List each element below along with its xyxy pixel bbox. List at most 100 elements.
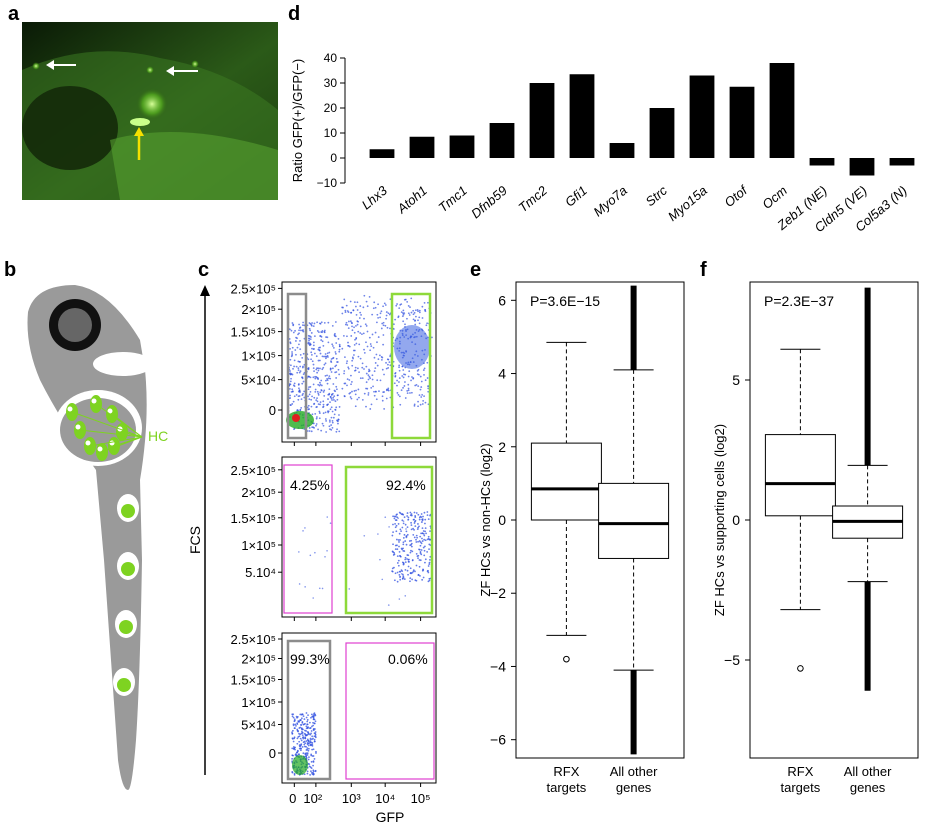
event-dot	[302, 392, 304, 395]
event-dot	[349, 391, 352, 394]
y-tick-label: −2	[490, 585, 506, 601]
event-dot	[309, 737, 312, 740]
event-dot	[410, 539, 413, 542]
event-dot	[310, 770, 312, 773]
event-dot	[291, 737, 294, 740]
event-dot	[299, 326, 302, 329]
event-dot	[427, 537, 430, 540]
event-dot	[427, 565, 430, 567]
event-dot	[312, 764, 314, 767]
event-dot	[310, 323, 313, 326]
event-dot	[338, 348, 341, 351]
event-dot	[331, 426, 334, 429]
event-dot	[297, 360, 300, 363]
event-dot	[382, 324, 385, 327]
bar	[409, 136, 435, 158]
event-dot	[416, 373, 419, 376]
event-dot	[311, 755, 314, 757]
event-dot	[398, 598, 401, 600]
event-dot	[291, 388, 294, 391]
gate-percentage-right: 0.06%	[388, 651, 428, 667]
event-dot	[338, 414, 340, 416]
event-dot	[307, 747, 310, 750]
event-dot	[374, 306, 377, 309]
event-dot	[365, 372, 368, 375]
event-dot	[408, 370, 411, 373]
event-dot	[314, 388, 317, 391]
x-tick-label: 10⁴	[375, 791, 395, 806]
event-dot	[424, 527, 427, 530]
event-dot	[377, 316, 380, 319]
event-dot	[409, 306, 411, 309]
event-dot	[388, 526, 390, 528]
event-dot	[426, 322, 429, 325]
event-dot	[396, 562, 399, 564]
event-dot	[396, 513, 398, 516]
event-dot	[417, 540, 419, 543]
event-dot	[361, 362, 364, 365]
density-hotspot	[292, 755, 308, 775]
event-dot	[350, 374, 352, 377]
event-dot	[301, 356, 304, 359]
bar	[689, 75, 715, 158]
event-dot	[323, 329, 326, 332]
white-arrow-icon	[166, 66, 198, 76]
event-dot	[409, 551, 412, 554]
event-dot	[315, 417, 318, 420]
y-axis-label: Ratio GFP(+)/GFP(−)	[290, 59, 305, 183]
event-dot	[394, 519, 397, 521]
event-dot	[302, 373, 305, 376]
event-dot	[298, 583, 301, 585]
event-dot	[380, 310, 383, 313]
event-dot	[310, 332, 313, 334]
event-dot	[291, 353, 294, 355]
event-dot	[289, 328, 291, 331]
event-dot	[315, 750, 317, 753]
event-dot	[404, 561, 407, 563]
event-dot	[294, 329, 296, 332]
event-dot	[409, 514, 412, 517]
event-dot	[316, 330, 319, 332]
event-dot	[328, 351, 331, 354]
event-dot	[334, 408, 337, 411]
event-dot	[301, 732, 303, 734]
event-dot	[400, 311, 403, 314]
event-dot	[334, 390, 337, 393]
event-dot	[337, 422, 339, 425]
event-dot	[393, 566, 395, 569]
event-dot	[408, 540, 411, 542]
event-dot	[298, 329, 300, 332]
y-tick-label: 1×10⁵	[241, 349, 276, 364]
event-dot	[330, 416, 333, 419]
event-dot	[310, 336, 312, 338]
event-dot	[418, 316, 421, 319]
event-dot	[417, 513, 420, 516]
event-dot	[419, 544, 422, 547]
event-dot	[423, 511, 426, 514]
event-dot	[334, 400, 337, 403]
event-dot	[307, 368, 310, 371]
event-dot	[291, 713, 294, 716]
event-dot	[399, 539, 401, 541]
event-dot	[314, 732, 317, 735]
x-tick-label: All other	[844, 764, 892, 779]
event-dot	[291, 732, 294, 735]
event-dot	[288, 387, 291, 390]
event-dot	[402, 575, 405, 578]
event-dot	[401, 375, 404, 377]
event-dot	[407, 387, 410, 390]
event-dot	[315, 423, 318, 425]
event-dot	[421, 518, 424, 521]
event-dot	[400, 389, 403, 392]
event-dot	[306, 747, 309, 750]
event-dot	[424, 310, 427, 313]
event-dot	[327, 410, 330, 413]
event-dot	[402, 537, 405, 539]
event-dot	[309, 733, 312, 736]
event-dot	[291, 715, 294, 718]
event-dot	[341, 312, 344, 315]
event-dot	[405, 536, 408, 539]
event-dot	[402, 313, 405, 316]
event-dot	[421, 403, 424, 405]
gate-percentage-left: 99.3%	[290, 651, 330, 667]
